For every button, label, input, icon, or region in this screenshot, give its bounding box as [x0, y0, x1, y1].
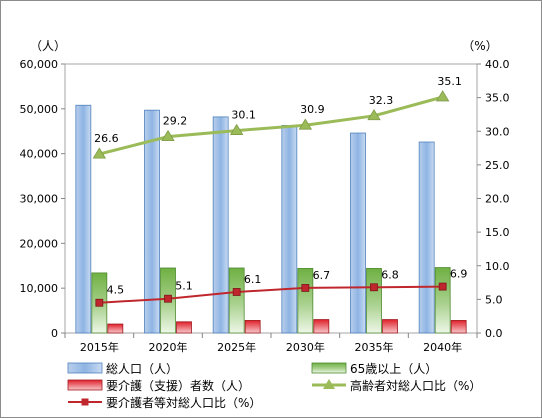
legend-swatch	[67, 379, 103, 391]
legend: 総人口（人） 65歳以上（人） 要介護（支援）者数（人） 高齢者対総人口比（%） 要介護…	[67, 362, 481, 410]
bar-2	[366, 268, 382, 334]
line-point-square	[301, 284, 310, 292]
data-label: 29.2	[163, 115, 188, 128]
bar-2	[434, 267, 451, 334]
data-label: 4.5	[107, 284, 125, 297]
data-label: 6.1	[244, 273, 262, 286]
line-series-1	[98, 95, 444, 156]
legend-swatch-marker	[323, 379, 335, 389]
left-axis-tick-label: 60,000	[20, 58, 59, 71]
x-axis-tick-label: 2020年	[149, 340, 188, 354]
line-point-square	[232, 288, 241, 296]
right-axis-tick-label: 0.0	[485, 327, 503, 340]
legend-label: 要介護者等対総人口比（%）	[106, 395, 261, 410]
right-axis-tick-label: 30.0	[485, 125, 510, 138]
data-label: 6.8	[381, 268, 399, 281]
bar-1	[281, 125, 298, 334]
data-label: 30.1	[231, 109, 256, 122]
bar-3	[450, 320, 467, 334]
bar-2	[228, 267, 245, 334]
legend-label: 65歳以上（人）	[350, 362, 437, 376]
bar-1	[75, 104, 92, 334]
data-label: 32.3	[369, 94, 394, 107]
right-axis-tick-label: 10.0	[485, 260, 510, 273]
x-axis-tick-label: 2015年	[80, 340, 119, 354]
line-point-triangle	[367, 109, 381, 121]
x-axis-tick-label: 2035年	[355, 340, 394, 354]
right-axis-tick-label: 40.0	[485, 58, 510, 71]
bar-3	[244, 320, 261, 334]
plot-area: 0 10,000 20,000 30,000 40,000 50,000 60,000 0.0…	[20, 58, 510, 354]
line-point-triangle	[92, 147, 107, 159]
left-axis-tick-label: 50,000	[20, 103, 59, 116]
line-series-2	[99, 285, 443, 304]
left-axis-tick-label: 20,000	[20, 237, 59, 250]
line-point-square	[95, 298, 104, 307]
line-point-square	[438, 282, 447, 291]
right-axis-tick-label: 35.0	[485, 92, 510, 105]
data-label: 26.6	[94, 132, 119, 145]
line-point-square	[164, 294, 172, 303]
bar-3	[176, 321, 192, 334]
right-axis-tick-label: 25.0	[485, 159, 510, 172]
bar-1	[418, 141, 435, 334]
data-label: 5.1	[175, 280, 193, 293]
line-point-triangle	[229, 123, 244, 135]
data-label: 30.9	[300, 103, 325, 116]
left-axis-tick-label: 30,000	[20, 193, 59, 206]
bar-1	[212, 116, 229, 334]
bar-1	[350, 132, 366, 334]
legend-label: 高齢者対総人口比（%）	[350, 378, 481, 393]
legend-label: 要介護（支援）者数（人）	[106, 378, 250, 393]
x-axis-tick-label: 2040年	[423, 340, 462, 354]
line-point-triangle	[435, 90, 450, 102]
bar-3	[107, 323, 124, 334]
bar-2	[297, 268, 314, 334]
left-axis-tick-label: 10,000	[20, 282, 59, 295]
right-axis-tick-label: 20.0	[485, 193, 510, 206]
line-point-square	[370, 283, 378, 292]
data-label: 6.7	[313, 269, 331, 282]
x-axis-tick-label: 2030年	[286, 340, 325, 354]
right-axis-unit: （%）	[462, 39, 497, 53]
legend-label: 総人口（人）	[106, 362, 178, 376]
left-axis-unit: （人）	[30, 39, 66, 53]
bar-1	[144, 109, 160, 334]
bar-3	[313, 319, 330, 334]
left-axis-tick-label: 40,000	[20, 148, 59, 161]
line-point-triangle	[298, 118, 313, 130]
x-axis-tick-label: 2025年	[217, 340, 256, 354]
data-label: 6.9	[450, 268, 468, 281]
right-axis-tick-label: 15.0	[485, 226, 510, 239]
line-point-triangle	[161, 129, 175, 142]
left-axis-tick-label: 0	[51, 327, 58, 340]
data-label: 35.1	[437, 75, 462, 88]
right-axis-tick-label: 5.0	[485, 293, 503, 306]
bar-3	[382, 319, 398, 334]
legend-swatch-marker	[81, 398, 89, 406]
legend-swatch	[67, 362, 103, 374]
legend-swatch	[311, 362, 347, 374]
